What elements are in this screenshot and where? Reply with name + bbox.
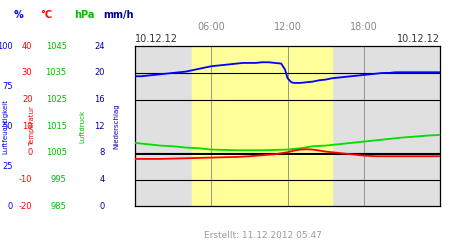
Text: Temperatur: Temperatur (29, 106, 36, 146)
Text: 12: 12 (94, 122, 104, 131)
Text: 8: 8 (99, 148, 104, 158)
Text: 12:00: 12:00 (274, 22, 302, 32)
Text: 0: 0 (7, 202, 13, 211)
Text: Luftdruck: Luftdruck (79, 110, 86, 143)
Text: 20: 20 (94, 68, 104, 78)
Text: 18:00: 18:00 (350, 22, 378, 32)
Text: 50: 50 (2, 122, 13, 131)
Text: 1005: 1005 (45, 148, 67, 158)
Text: 30: 30 (22, 68, 32, 78)
Text: -10: -10 (19, 175, 32, 184)
Text: 1015: 1015 (45, 122, 67, 131)
Text: 1045: 1045 (45, 42, 67, 51)
Text: 0: 0 (99, 202, 104, 211)
Text: 75: 75 (2, 82, 13, 91)
Text: 16: 16 (94, 95, 104, 104)
Text: 10.12.12: 10.12.12 (397, 34, 440, 44)
Text: 1025: 1025 (45, 95, 67, 104)
Text: hPa: hPa (74, 10, 94, 20)
Text: %: % (14, 10, 23, 20)
Text: 100: 100 (0, 42, 13, 51)
Text: 25: 25 (2, 162, 13, 171)
Text: 20: 20 (22, 95, 32, 104)
Text: 0: 0 (27, 148, 32, 158)
Text: 40: 40 (22, 42, 32, 51)
Text: 10: 10 (22, 122, 32, 131)
Text: Niederschlag: Niederschlag (113, 104, 119, 149)
Text: °C: °C (40, 10, 53, 20)
Text: 24: 24 (94, 42, 104, 51)
Text: Erstellt: 11.12.2012 05:47: Erstellt: 11.12.2012 05:47 (204, 231, 322, 240)
Text: mm/h: mm/h (104, 10, 134, 20)
Text: 995: 995 (51, 175, 67, 184)
Text: 4: 4 (99, 175, 104, 184)
Text: 10.12.12: 10.12.12 (135, 34, 178, 44)
Bar (192, 46, 332, 206)
Text: -20: -20 (19, 202, 32, 211)
Text: 985: 985 (51, 202, 67, 211)
Text: 06:00: 06:00 (198, 22, 225, 32)
Text: Luftfeuchtigkeit: Luftfeuchtigkeit (2, 99, 9, 154)
Text: 1035: 1035 (45, 68, 67, 78)
